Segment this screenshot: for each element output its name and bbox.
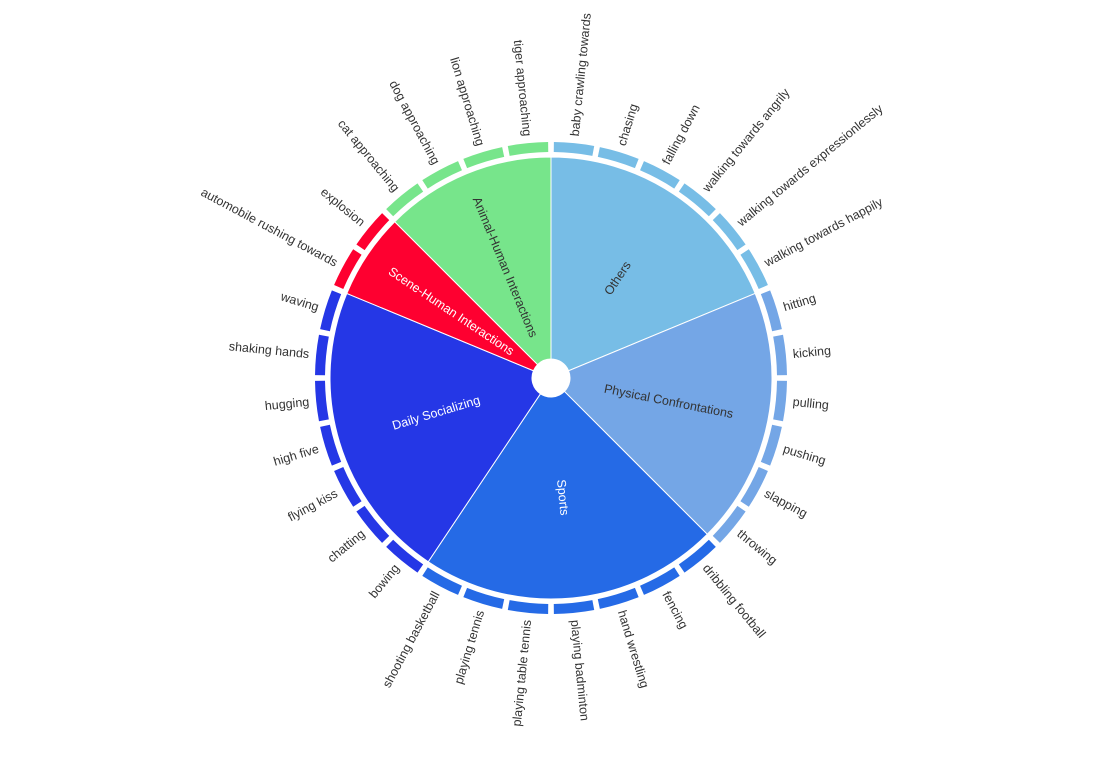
ring-segment-automobile-rushing-towards[interactable]: [334, 249, 362, 289]
leaf-label-chatting: chatting: [325, 527, 368, 566]
leaf-label-pushing: pushing: [782, 442, 828, 468]
ring-segment-hugging[interactable]: [315, 380, 329, 422]
leaf-label-baby-crawling-towards: baby crawling towards: [568, 12, 594, 136]
ring-segment-shooting-basketball[interactable]: [422, 567, 462, 595]
leaf-label-cat-approaching: cat approaching: [335, 117, 402, 195]
ring-segment-pulling[interactable]: [773, 380, 787, 422]
category-label-sports: Sports: [554, 479, 571, 516]
leaf-label-shaking-hands: shaking hands: [228, 339, 310, 361]
leaf-label-walking-towards-angrily: walking towards angrily: [699, 85, 793, 195]
ring-segment-walking-towards-expressionlessly[interactable]: [712, 213, 746, 251]
leaf-label-waving: waving: [278, 289, 320, 314]
ring-segment-walking-towards-happily[interactable]: [740, 249, 768, 289]
leaf-label-playing-table-tennis: playing table tennis: [510, 619, 534, 727]
leaf-label-playing-badminton: playing badminton: [568, 619, 592, 721]
leaf-label-walking-towards-happily: walking towards happily: [761, 195, 886, 270]
ring-segment-hand-wrestling[interactable]: [597, 587, 639, 609]
leaf-label-chasing: chasing: [615, 102, 641, 147]
center-hole: [532, 359, 570, 397]
leaf-label-lion-approaching: lion approaching: [447, 56, 487, 148]
ring-segment-chatting[interactable]: [356, 505, 390, 543]
leaf-label-flying-kiss: flying kiss: [286, 486, 340, 524]
leaf-label-hugging: hugging: [264, 395, 310, 413]
leaf-label-kicking: kicking: [792, 343, 831, 361]
ring-segment-lion-approaching[interactable]: [463, 147, 505, 169]
ring-segment-cat-approaching[interactable]: [386, 183, 424, 217]
leaf-label-fencing: fencing: [659, 589, 690, 631]
leaf-label-hitting: hitting: [782, 291, 818, 314]
ring-segment-playing-badminton[interactable]: [553, 600, 595, 614]
leaf-label-playing-tennis: playing tennis: [452, 609, 488, 686]
leaf-label-pulling: pulling: [792, 395, 829, 412]
leaf-label-slapping: slapping: [762, 486, 810, 520]
ring-segment-playing-table-tennis[interactable]: [507, 600, 549, 614]
leaf-label-falling-down: falling down: [659, 102, 702, 167]
ring-segment-playing-tennis[interactable]: [463, 587, 505, 609]
leaf-label-bowing: bowing: [366, 561, 402, 601]
ring-segment-pushing[interactable]: [760, 424, 782, 466]
ring-segment-shaking-hands[interactable]: [315, 334, 329, 376]
leaf-label-hand-wrestling: hand wrestling: [615, 609, 652, 690]
leaf-label-explosion: explosion: [318, 185, 368, 229]
ring-segment-baby-crawling-towards[interactable]: [553, 142, 595, 156]
ring-segment-throwing[interactable]: [712, 505, 746, 543]
ring-segment-walking-towards-angrily[interactable]: [678, 183, 716, 217]
ring-segment-chasing[interactable]: [597, 147, 639, 169]
ring-segment-high-five[interactable]: [320, 424, 342, 466]
ring-segment-slapping[interactable]: [740, 467, 768, 507]
ring-segment-hitting[interactable]: [760, 290, 782, 332]
ring-segment-kicking[interactable]: [773, 334, 787, 376]
leaf-label-tiger-approaching: tiger approaching: [511, 39, 534, 137]
ring-segment-flying-kiss[interactable]: [334, 467, 362, 507]
leaf-label-dribbling-football: dribbling football: [700, 561, 769, 640]
leaf-label-dog-approaching: dog approaching: [386, 78, 442, 167]
ring-segment-explosion[interactable]: [356, 213, 390, 251]
ring-segment-fencing[interactable]: [640, 567, 680, 595]
ring-segment-falling-down[interactable]: [640, 161, 680, 189]
ring-segment-dog-approaching[interactable]: [422, 161, 462, 189]
leaf-label-throwing: throwing: [734, 527, 779, 568]
leaf-label-high-five: high five: [272, 442, 321, 469]
ring-segment-tiger-approaching[interactable]: [507, 142, 549, 156]
ring-segment-waving[interactable]: [320, 290, 342, 332]
leaf-label-automobile-rushing-towards: automobile rushing towards: [199, 185, 340, 269]
leaf-label-shooting-basketball: shooting basketball: [380, 589, 443, 690]
ring-segment-dribbling-football[interactable]: [678, 539, 716, 573]
ring-segment-bowing[interactable]: [386, 539, 424, 573]
